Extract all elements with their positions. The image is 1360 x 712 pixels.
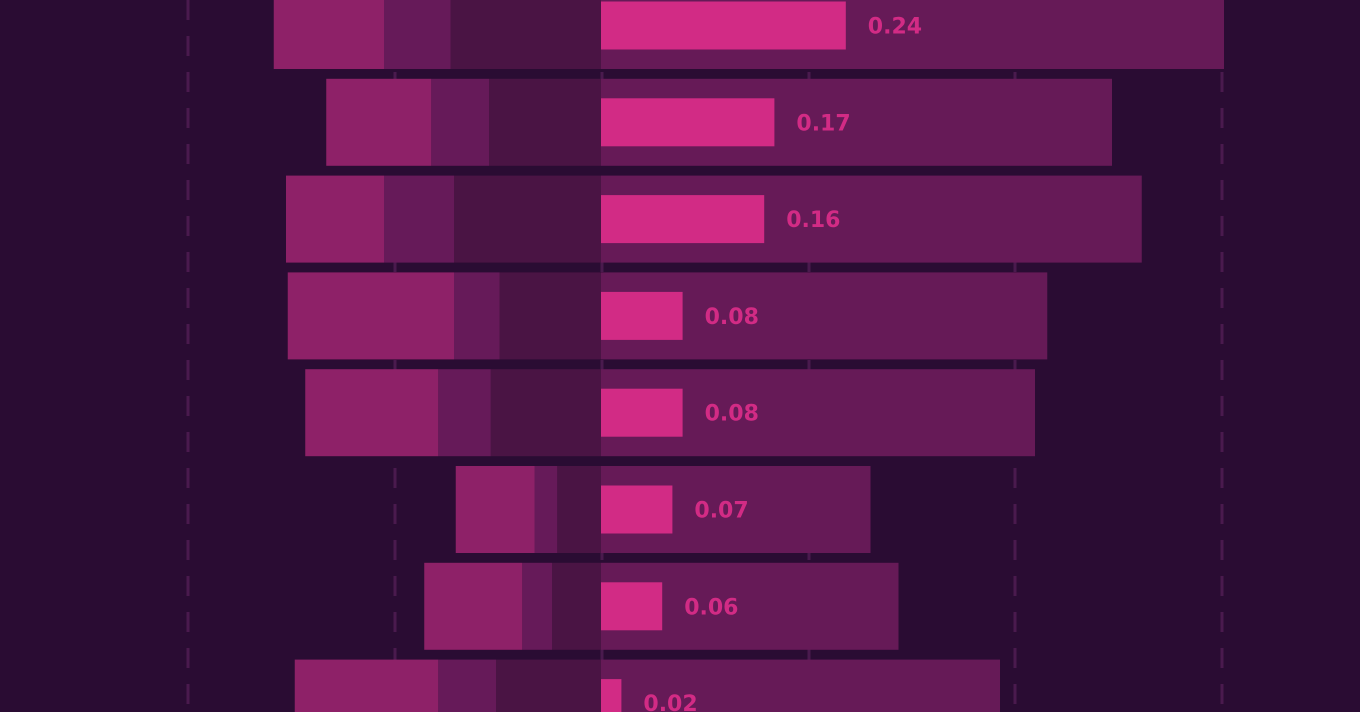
- value-bar: [601, 98, 775, 147]
- left-segment-bar: [326, 78, 432, 166]
- left-segment-bar: [286, 175, 384, 263]
- value-bar: [601, 388, 683, 437]
- left-segment-bar: [305, 369, 439, 457]
- left-segment-bar: [522, 562, 552, 650]
- left-segment-bar: [534, 466, 558, 553]
- value-bar: [601, 485, 673, 534]
- left-segment-bar: [294, 659, 439, 712]
- bar-row: 0.16: [286, 175, 1142, 263]
- left-segment-bar: [496, 659, 601, 712]
- value-label: 0.16: [786, 208, 840, 233]
- bar-row: 0.08: [305, 369, 1035, 457]
- left-segment-bar: [490, 369, 601, 457]
- bar-row: 0.24: [273, 0, 1224, 69]
- value-label: 0.02: [643, 692, 697, 712]
- bar-row: 0.08: [287, 272, 1048, 360]
- left-segment-bar: [489, 78, 601, 166]
- value-label: 0.07: [694, 499, 748, 524]
- bar-row: 0.06: [424, 562, 899, 650]
- value-label: 0.17: [796, 111, 850, 136]
- value-label: 0.08: [705, 402, 759, 427]
- bar-row: 0.02: [294, 659, 1000, 712]
- bar-row: 0.17: [326, 78, 1112, 166]
- left-segment-bar: [499, 272, 601, 360]
- left-segment-bar: [454, 272, 500, 360]
- left-segment-bar: [424, 562, 523, 650]
- left-segment-bar: [287, 272, 454, 360]
- value-bar: [601, 582, 663, 631]
- bar-row: 0.07: [455, 466, 871, 553]
- value-label: 0.08: [705, 305, 759, 330]
- value-label: 0.06: [684, 595, 738, 620]
- value-bar: [601, 679, 622, 712]
- left-segment-bar: [552, 562, 601, 650]
- left-segment-bar: [438, 659, 496, 712]
- value-bar: [601, 195, 765, 244]
- value-bar: [601, 291, 683, 340]
- left-segment-bar: [431, 78, 489, 166]
- left-segment-bar: [384, 0, 451, 69]
- left-segment-bar: [454, 175, 601, 263]
- right-total-bar: [601, 659, 1000, 712]
- left-segment-bar: [384, 175, 454, 263]
- value-bar: [601, 1, 846, 50]
- left-segment-bar: [455, 466, 535, 553]
- bar-rows: 0.24 0.17 0.16 0.08 0.08 0.07 0.06 0.02: [273, 0, 1224, 712]
- left-segment-bar: [450, 0, 601, 69]
- value-label: 0.24: [868, 15, 922, 40]
- left-segment-bar: [557, 466, 601, 553]
- left-segment-bar: [438, 369, 491, 457]
- left-segment-bar: [273, 0, 384, 69]
